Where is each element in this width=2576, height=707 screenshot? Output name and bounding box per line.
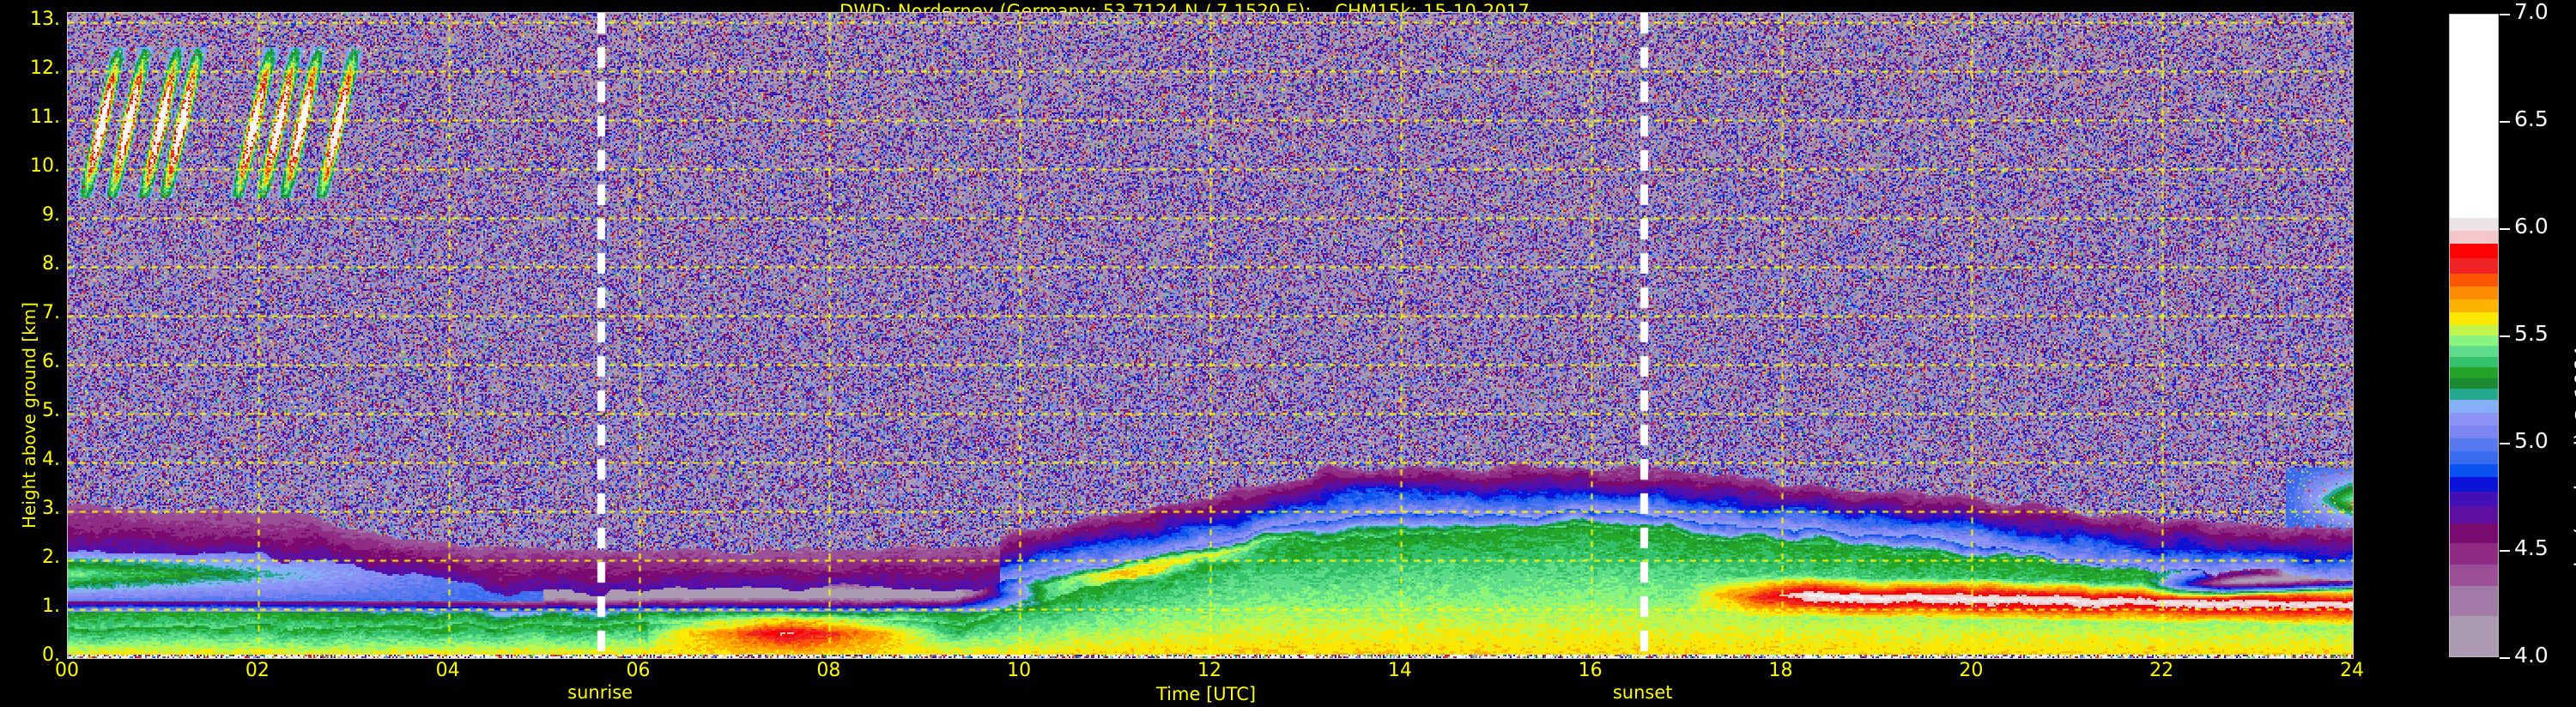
y-tick-label: 8. — [42, 253, 60, 275]
colorbar-segment — [2450, 542, 2498, 565]
sunrise-label: sunrise — [567, 682, 633, 703]
y-tick-label: 12. — [30, 57, 60, 80]
y-axis-label: Height above ground [km] — [19, 301, 39, 529]
y-tick-label: 2. — [42, 547, 60, 569]
colorbar-segment — [2450, 286, 2498, 299]
x-tick-label: 18 — [1768, 660, 1793, 681]
y-tick-label: 11. — [30, 106, 60, 129]
y-tick-label: 6. — [42, 351, 60, 373]
x-tick-label: 16 — [1578, 660, 1603, 681]
colorbar-segment — [2450, 450, 2498, 464]
colorbar-tick — [2500, 443, 2510, 444]
colorbar-segment — [2450, 217, 2498, 231]
colorbar-segment — [2450, 506, 2498, 524]
colorbar-tick-label: 6.5 — [2514, 106, 2549, 131]
colorbar-segment — [2450, 273, 2498, 287]
grid-and-event-overlay — [68, 13, 2353, 658]
colorbar-segment — [2450, 389, 2498, 400]
colorbar-segment — [2450, 230, 2498, 244]
colorbar-tick-label: 7.0 — [2514, 0, 2549, 24]
x-tick-label: 02 — [245, 660, 270, 681]
y-tick-label: 7. — [42, 302, 60, 324]
colorbar-segment — [2450, 412, 2498, 426]
colorbar-gradient — [2450, 15, 2498, 656]
sunset-label: sunset — [1612, 682, 1673, 703]
y-tick-label: 5. — [42, 400, 60, 422]
colorbar-tick — [2500, 335, 2510, 337]
y-tick-label: 9. — [42, 204, 60, 227]
heatmap-canvas-container — [68, 13, 2353, 658]
y-tick-label: 0. — [42, 644, 60, 666]
colorbar-segment — [2450, 378, 2498, 390]
colorbar-segment — [2450, 311, 2498, 325]
colorbar-segment — [2450, 476, 2498, 492]
colorbar-segment — [2450, 15, 2498, 218]
y-tick-label: 10. — [30, 155, 60, 178]
colorbar-segment — [2450, 438, 2498, 451]
x-tick-label: 04 — [435, 660, 460, 681]
colorbar-tick-label: 6.0 — [2514, 214, 2549, 239]
colorbar-segment — [2450, 615, 2498, 656]
colorbar-title: log(rc-signal) @ 1064 nm — [2571, 305, 2576, 567]
colorbar-tick-label: 5.0 — [2514, 428, 2549, 453]
colorbar-segment — [2450, 335, 2498, 347]
colorbar-tick — [2500, 14, 2510, 15]
x-tick-label: 14 — [1387, 660, 1412, 681]
y-tick-label: 3. — [42, 498, 60, 520]
colorbar-segment — [2450, 367, 2498, 378]
y-tick-label: 1. — [42, 595, 60, 618]
colorbar-segment — [2450, 258, 2498, 274]
colorbar-segment — [2450, 299, 2498, 312]
colorbar-segment — [2450, 356, 2498, 368]
x-tick-label: 06 — [626, 660, 651, 681]
colorbar-segment — [2450, 346, 2498, 357]
x-tick-label: 10 — [1007, 660, 1032, 681]
colorbar-segment — [2450, 492, 2498, 507]
x-tick-label: 08 — [816, 660, 841, 681]
colorbar-segment — [2450, 425, 2498, 438]
colorbar-segment — [2450, 324, 2498, 335]
colorbar-segment — [2450, 564, 2498, 586]
colorbar-tick — [2500, 657, 2510, 659]
x-axis-label: Time [UTC] — [1156, 684, 1257, 704]
colorbar-tick — [2500, 121, 2510, 123]
x-tick-label: 20 — [1959, 660, 1984, 681]
colorbar-tick-label: 4.0 — [2514, 643, 2549, 668]
colorbar-segment — [2450, 523, 2498, 543]
x-tick-label: 22 — [2149, 660, 2174, 681]
plot-frame — [67, 12, 2354, 659]
x-tick-label: 24 — [2340, 660, 2364, 681]
y-tick-label: 4. — [42, 449, 60, 471]
colorbar-tick — [2500, 550, 2510, 552]
x-tick-label: 12 — [1197, 660, 1221, 681]
y-tick-label: 13. — [30, 9, 60, 31]
colorbar-segment — [2450, 243, 2498, 259]
colorbar-segment — [2450, 463, 2498, 477]
colorbar-segment — [2450, 585, 2498, 616]
colorbar-tick-label: 4.5 — [2514, 535, 2549, 560]
x-tick-label: 00 — [55, 660, 79, 681]
colorbar — [2449, 14, 2499, 657]
colorbar-tick — [2500, 228, 2510, 230]
colorbar-segment — [2450, 399, 2498, 413]
colorbar-tick-label: 5.5 — [2514, 321, 2549, 346]
